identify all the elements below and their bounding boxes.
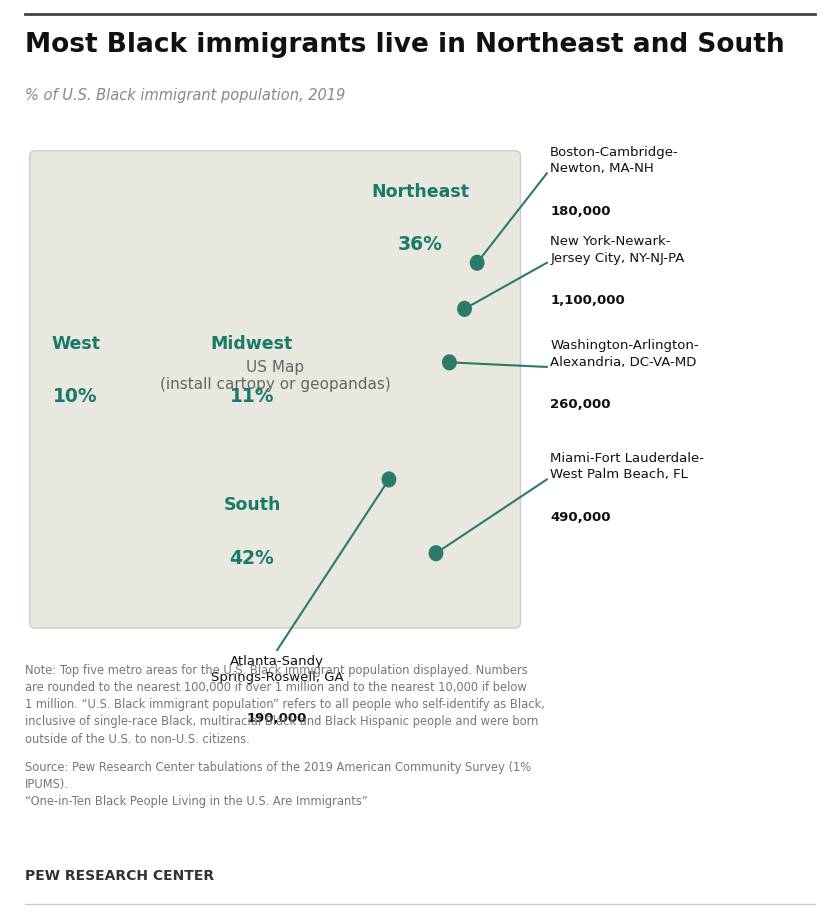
Text: 36%: 36% — [397, 235, 443, 254]
Text: 10%: 10% — [53, 387, 98, 407]
Text: Note: Top five metro areas for the U.S. Black immigrant population displayed. Nu: Note: Top five metro areas for the U.S. … — [25, 664, 545, 746]
Text: Miami-Fort Lauderdale-
West Palm Beach, FL: Miami-Fort Lauderdale- West Palm Beach, … — [550, 452, 704, 481]
Text: West: West — [51, 335, 100, 353]
Text: Most Black immigrants live in Northeast and South: Most Black immigrants live in Northeast … — [25, 32, 785, 58]
Text: 490,000: 490,000 — [550, 511, 611, 524]
FancyBboxPatch shape — [29, 151, 521, 628]
Text: 11%: 11% — [230, 387, 274, 407]
Text: 180,000: 180,000 — [550, 205, 611, 218]
Text: 1,100,000: 1,100,000 — [550, 294, 625, 307]
Text: Atlanta-Sandy
Springs-Roswell, GA: Atlanta-Sandy Springs-Roswell, GA — [211, 655, 344, 684]
Text: South: South — [223, 496, 281, 514]
Text: Washington-Arlington-
Alexandria, DC-VA-MD: Washington-Arlington- Alexandria, DC-VA-… — [550, 339, 699, 369]
Text: PEW RESEARCH CENTER: PEW RESEARCH CENTER — [25, 869, 214, 882]
Text: New York-Newark-
Jersey City, NY-NJ-PA: New York-Newark- Jersey City, NY-NJ-PA — [550, 235, 685, 265]
Text: 42%: 42% — [229, 549, 275, 568]
Text: % of U.S. Black immigrant population, 2019: % of U.S. Black immigrant population, 20… — [25, 88, 345, 102]
Text: Source: Pew Research Center tabulations of the 2019 American Community Survey (1: Source: Pew Research Center tabulations … — [25, 761, 532, 808]
Text: US Map
(install cartopy or geopandas): US Map (install cartopy or geopandas) — [160, 360, 391, 392]
Text: Midwest: Midwest — [211, 335, 293, 353]
Text: Boston-Cambridge-
Newton, MA-NH: Boston-Cambridge- Newton, MA-NH — [550, 146, 679, 175]
Text: Northeast: Northeast — [371, 183, 469, 201]
Text: 190,000: 190,000 — [247, 712, 307, 725]
Text: 260,000: 260,000 — [550, 398, 611, 411]
